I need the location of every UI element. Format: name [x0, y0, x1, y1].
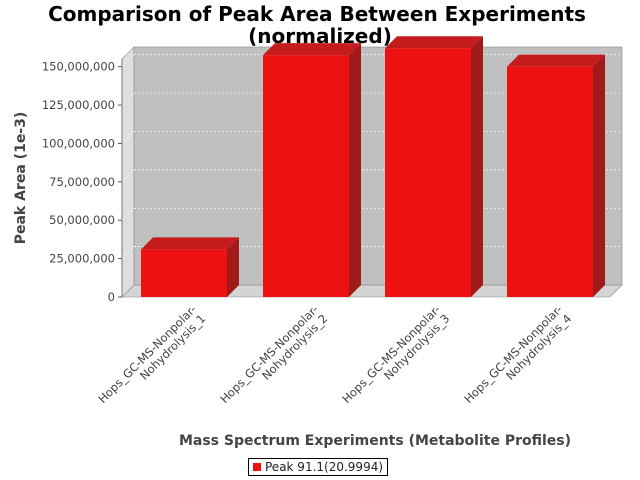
plot-left-wall — [121, 46, 135, 298]
gridline-wall — [121, 207, 135, 221]
y-tick-label: 50,000,000 — [49, 213, 115, 227]
gridline-wall — [121, 169, 135, 183]
x-axis-label: Mass Spectrum Experiments (Metabolite Pr… — [179, 433, 571, 449]
x-tick-label-line: Hops_GC-MS-Nonpolar- — [339, 302, 443, 406]
y-tick-label: 100,000,000 — [42, 136, 115, 150]
gridline-wall — [121, 54, 135, 67]
legend: Peak 91.1(20.9994) — [248, 458, 389, 476]
legend-label: Peak 91.1(20.9994) — [265, 460, 384, 474]
y-tick-label: 125,000,000 — [42, 98, 115, 112]
bar-top — [263, 43, 361, 56]
bar-top — [141, 237, 239, 250]
bar-side — [227, 237, 239, 297]
x-tick-label: Hops_GC-MS-Nonpolar-Nohydrolysis_2 — [217, 302, 330, 406]
y-tick-label: 25,000,000 — [49, 252, 115, 266]
bar — [507, 66, 593, 297]
x-tick-label: Hops_GC-MS-Nonpolar-Nohydrolysis_3 — [339, 302, 452, 406]
y-tick-label: 150,000,000 — [42, 60, 115, 74]
chart-title-line-1: Comparison of Peak Area Between Experime… — [48, 2, 586, 26]
x-tick-label-line: Hops_GC-MS-Nonpolar- — [217, 302, 321, 406]
bar-side — [471, 36, 483, 297]
y-axis: 0 25,000,000 50,000,000 75,000,000 100,000,0… — [42, 59, 123, 304]
gridline-wall — [121, 92, 135, 106]
y-axis-label: Peak Area (1e-3) — [13, 112, 29, 245]
x-tick-label: Hops_GC-MS-Nonpolar-Nohydrolysis_4 — [461, 302, 574, 406]
y-tick-label: 0 — [108, 290, 115, 304]
x-axis: Hops_GC-MS-Nonpolar-Nohydrolysis_1 Hops_G… — [95, 302, 574, 406]
bar-top — [507, 54, 605, 67]
bar — [263, 55, 349, 298]
x-tick-label-line: Hops_GC-MS-Nonpolar- — [95, 302, 199, 406]
x-tick-label: Hops_GC-MS-Nonpolar-Nohydrolysis_1 — [95, 302, 208, 406]
bar-top — [385, 36, 483, 49]
x-tick-label-line: Hops_GC-MS-Nonpolar- — [461, 302, 565, 406]
bar — [141, 249, 227, 297]
bars — [141, 36, 605, 298]
y-tick-label: 75,000,000 — [49, 175, 115, 189]
bar-side — [593, 54, 605, 298]
gridline-wall — [121, 131, 135, 144]
gridline-wall — [121, 246, 135, 259]
bar — [385, 48, 471, 297]
bar-side — [349, 43, 361, 298]
legend-swatch — [253, 463, 261, 471]
